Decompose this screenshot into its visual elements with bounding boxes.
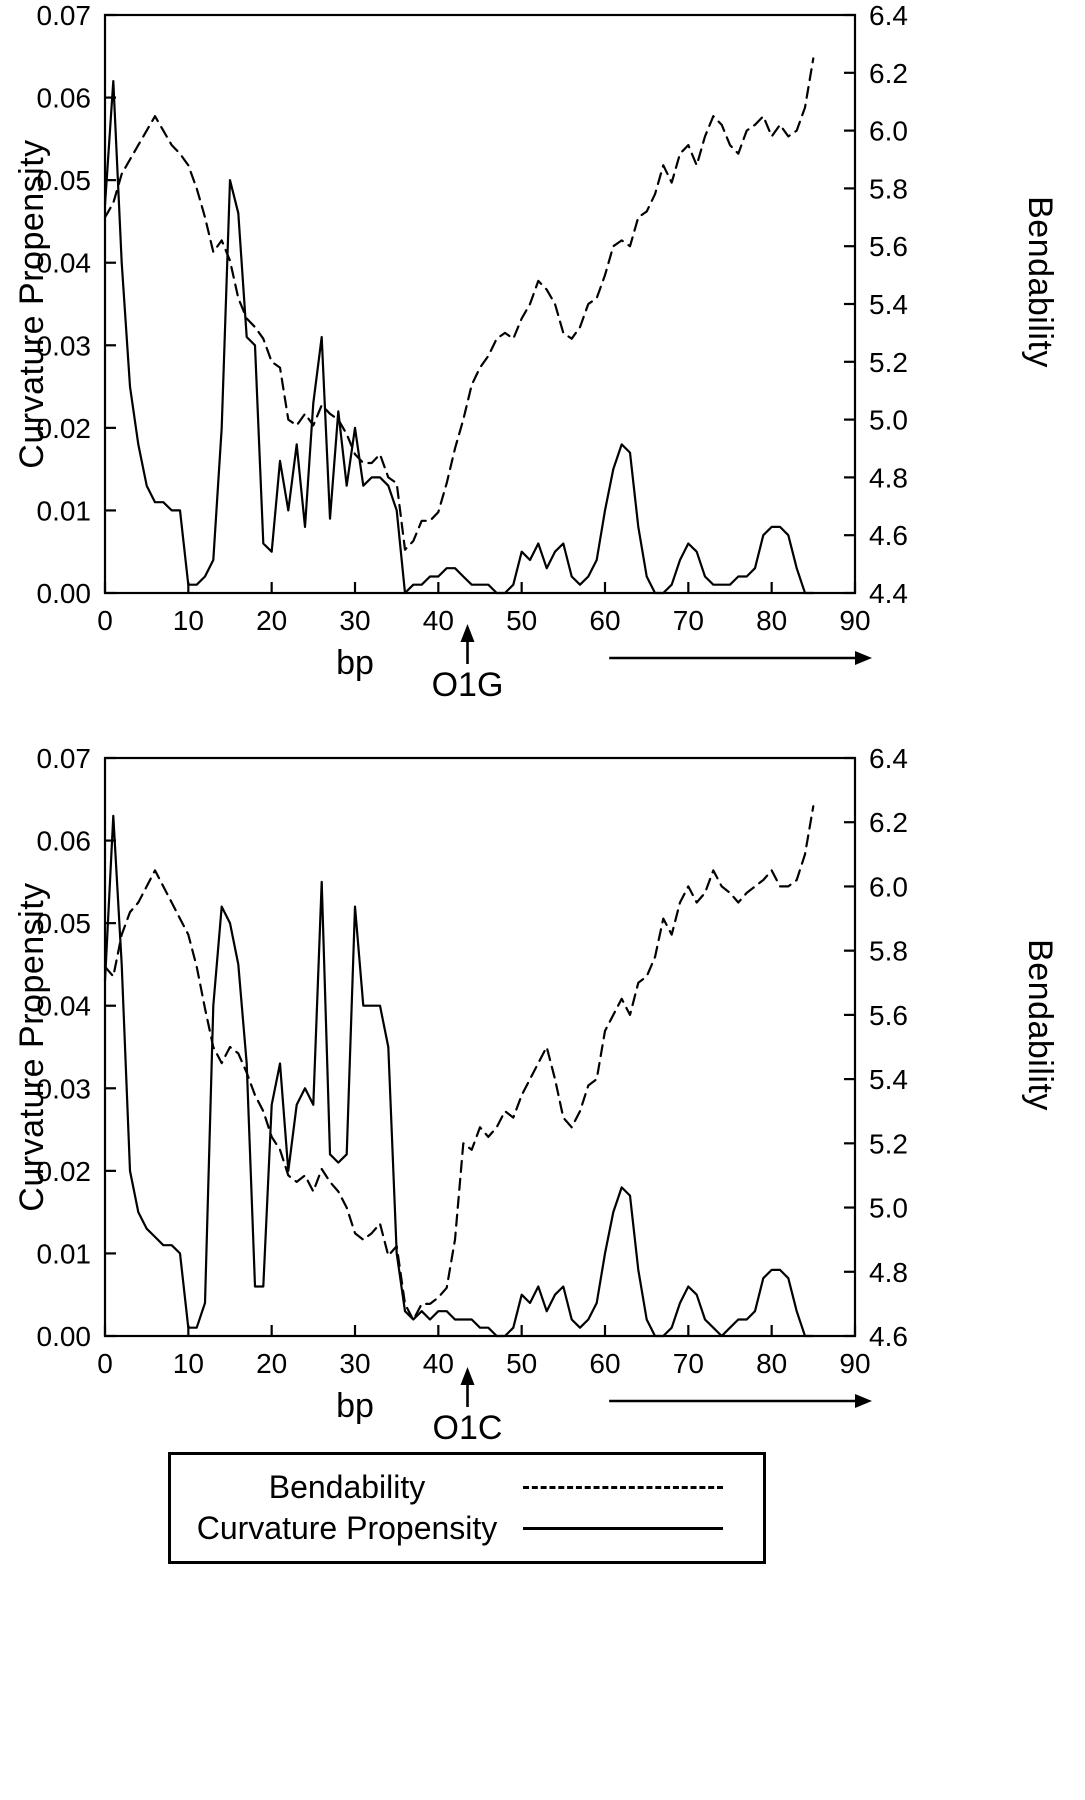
y-tick-label-right: 5.0 xyxy=(869,405,908,436)
y-tick-label-right: 6.4 xyxy=(869,743,908,774)
y-tick-label-right: 4.4 xyxy=(869,578,908,609)
y-tick-label-left: 0.04 xyxy=(37,991,92,1022)
x-tick-label: 0 xyxy=(97,1348,113,1379)
x-tick-label: 90 xyxy=(839,605,870,636)
left-axis-title: Curvature Propensity xyxy=(13,139,51,469)
y-tick-label-right: 5.6 xyxy=(869,1000,908,1031)
y-tick-label-left: 0.01 xyxy=(37,495,92,526)
y-tick-label-left: 0.02 xyxy=(37,413,92,444)
legend-row-curvature: Curvature Propensity xyxy=(185,1510,723,1547)
x-tick-label: 40 xyxy=(423,1348,454,1379)
legend-solid-line-sample xyxy=(523,1527,723,1530)
y-tick-label-right: 6.2 xyxy=(869,807,908,838)
x-tick-label: 70 xyxy=(673,1348,704,1379)
y-tick-label-left: 0.04 xyxy=(37,248,92,279)
annotation-arrow-head xyxy=(460,1367,475,1385)
x-tick-label: 20 xyxy=(256,605,287,636)
y-tick-label-left: 0.07 xyxy=(37,743,92,774)
y-tick-label-right: 6.2 xyxy=(869,58,908,89)
y-tick-label-left: 0.05 xyxy=(37,908,92,939)
y-tick-label-right: 5.4 xyxy=(869,1064,908,1095)
legend-dashed-line-sample xyxy=(523,1486,723,1489)
plot-frame xyxy=(103,756,857,1338)
x-tick-label: 80 xyxy=(756,605,787,636)
x-tick-label: 0 xyxy=(97,605,113,636)
legend: Bendability Curvature Propensity xyxy=(168,1452,766,1564)
series-line-curvature-propensity xyxy=(103,80,815,595)
legend-label-curvature-propensity: Curvature Propensity xyxy=(196,1510,498,1546)
x-tick-label: 60 xyxy=(589,1348,620,1379)
y-tick-label-left: 0.01 xyxy=(37,1238,92,1269)
y-tick-label-left: 0.00 xyxy=(37,1321,92,1352)
y-tick-label-right: 5.0 xyxy=(869,1193,908,1224)
legend-row-bendability: Bendability xyxy=(185,1469,723,1506)
y-tick-label-left: 0.03 xyxy=(37,330,92,361)
y-tick-label-right: 6.0 xyxy=(869,871,908,902)
y-tick-label-right: 6.4 xyxy=(869,0,908,31)
x-tick-label: 10 xyxy=(173,1348,204,1379)
x-tick-label: 80 xyxy=(756,1348,787,1379)
x-tick-label: 50 xyxy=(506,605,537,636)
x-tick-label: 40 xyxy=(423,605,454,636)
y-tick-label-right: 5.8 xyxy=(869,173,908,204)
y-tick-label-right: 5.2 xyxy=(869,347,908,378)
annotation-label-o1g: O1G xyxy=(431,666,504,704)
x-tick-label: 60 xyxy=(589,605,620,636)
right-axis-title: Bendability xyxy=(1021,196,1059,368)
series-line-bendability xyxy=(103,57,815,551)
y-tick-label-right: 5.6 xyxy=(869,231,908,262)
y-tick-label-right: 5.4 xyxy=(869,289,908,320)
annotation-arrow-head xyxy=(460,624,475,642)
y-tick-label-right: 5.8 xyxy=(869,936,908,967)
x-tick-label: 20 xyxy=(256,1348,287,1379)
y-tick-label-right: 4.8 xyxy=(869,1257,908,1288)
direction-arrow-head xyxy=(855,651,872,665)
plot-area-top: 0 10 20 30 40 50 60 70 80 90 0.00 0.01 0.02 0.03 0.04 0… xyxy=(37,0,908,665)
series-line-curvature-propensity xyxy=(103,814,815,1338)
x-tick-label: 30 xyxy=(339,605,370,636)
y-tick-label-right: 6.0 xyxy=(869,116,908,147)
direction-arrow-head xyxy=(855,1394,872,1408)
y-tick-label-left: 0.07 xyxy=(37,0,92,31)
chart-top: 0 10 20 30 40 50 60 70 80 90 0.00 0.01 0.02 0.03 0.04 0… xyxy=(0,0,1085,712)
legend-label-bendability: Bendability xyxy=(268,1469,426,1505)
y-tick-label-left: 0.06 xyxy=(37,826,92,857)
y-tick-label-right: 5.2 xyxy=(869,1128,908,1159)
y-tick-label-right: 4.6 xyxy=(869,520,908,551)
left-axis-title: Curvature Propensity xyxy=(13,882,51,1212)
x-axis-title: bp xyxy=(336,644,374,682)
x-tick-label: 90 xyxy=(839,1348,870,1379)
y-tick-label-right: 4.6 xyxy=(869,1321,908,1352)
y-tick-label-left: 0.05 xyxy=(37,165,92,196)
y-tick-label-left: 0.00 xyxy=(37,578,92,609)
x-tick-label: 50 xyxy=(506,1348,537,1379)
plot-area-bottom: 0 10 20 30 40 50 60 70 80 90 0.00 0.01 0.02 0.03 0.04 0… xyxy=(37,743,908,1408)
y-tick-label-left: 0.02 xyxy=(37,1156,92,1187)
x-tick-label: 10 xyxy=(173,605,204,636)
annotation-label-o1c: O1C xyxy=(432,1409,503,1447)
right-axis-title: Bendability xyxy=(1021,939,1059,1111)
x-tick-label: 30 xyxy=(339,1348,370,1379)
chart-bottom: 0 10 20 30 40 50 60 70 80 90 0.00 0.01 0.02 0.03 0.04 0… xyxy=(0,743,1085,1455)
y-tick-label-left: 0.06 xyxy=(37,83,92,114)
x-axis-title: bp xyxy=(336,1387,374,1425)
x-tick-label: 70 xyxy=(673,605,704,636)
y-tick-label-right: 4.8 xyxy=(869,462,908,493)
y-tick-label-left: 0.03 xyxy=(37,1073,92,1104)
